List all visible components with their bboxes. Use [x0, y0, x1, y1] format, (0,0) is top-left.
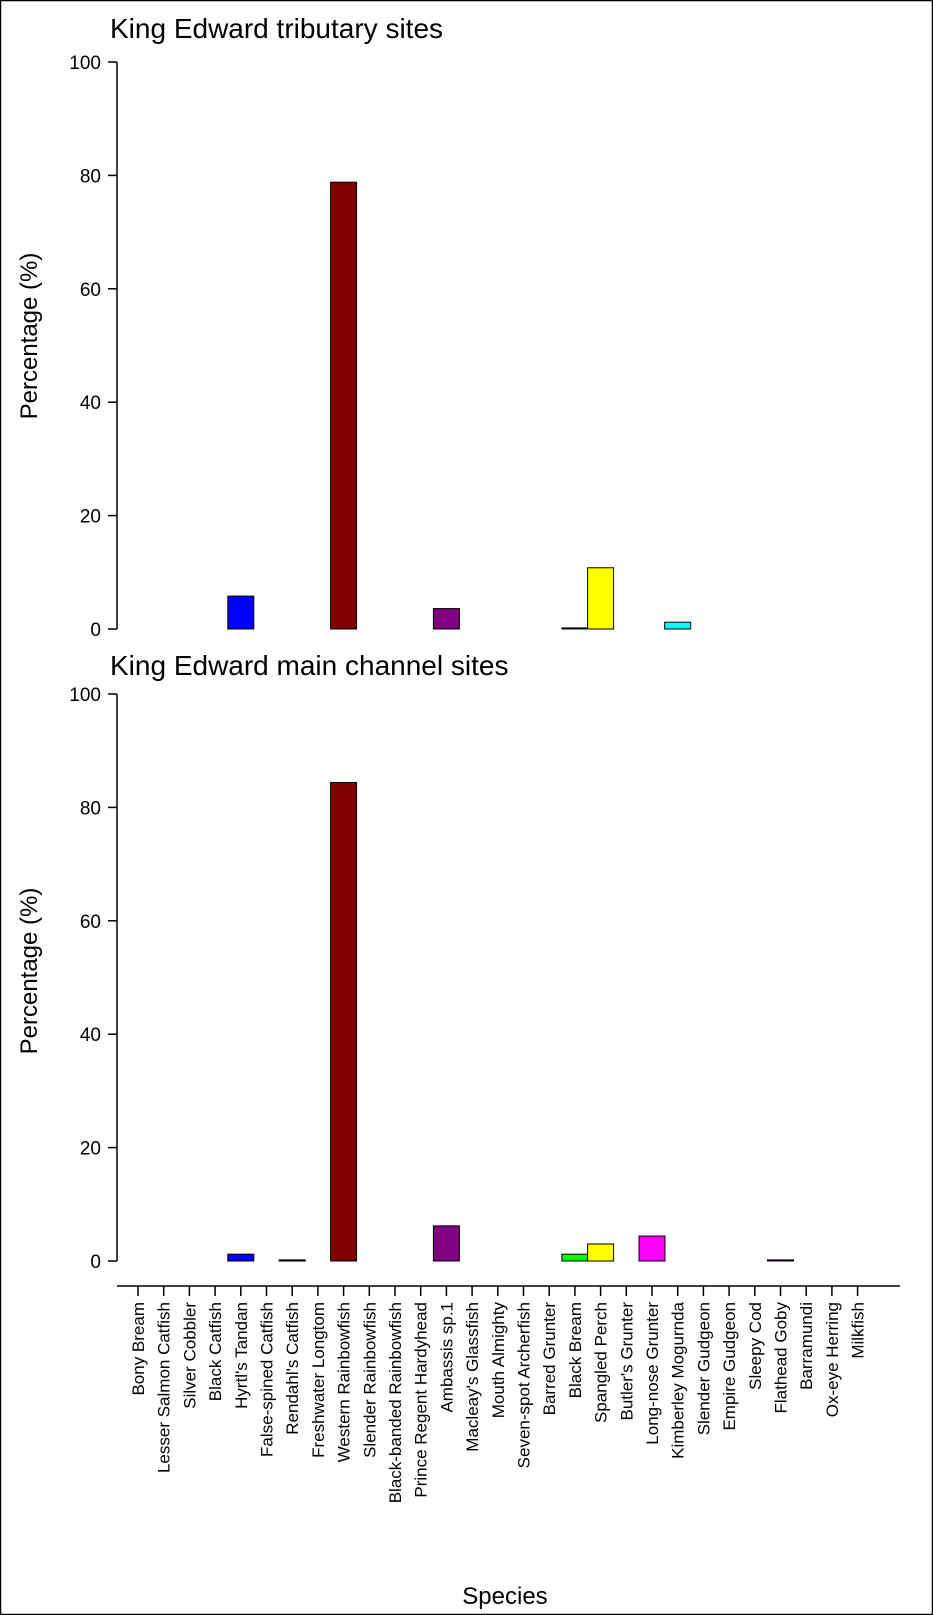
bar-spangled-perch [587, 1243, 615, 1262]
chart-title: King Edward tributary sites [110, 13, 443, 44]
y-ticks: 0 20 40 60 80 100 [69, 685, 117, 1273]
x-tick-label: Barramundi [797, 1302, 816, 1390]
x-tick-label: Silver Cobbler [180, 1302, 199, 1409]
y-axis-label: Percentage (%) [16, 253, 43, 420]
y-tick-label: 0 [90, 1252, 101, 1273]
x-tick-label: Rendahl's Catfish [283, 1302, 302, 1435]
y-tick-label: 0 [90, 620, 101, 641]
bar-flathead-goby [767, 1259, 794, 1262]
x-tick-label: Seven-spot Archerfish [515, 1302, 534, 1468]
x-tick-label: Black Bream [566, 1302, 585, 1398]
x-tick-label: Flathead Goby [772, 1302, 791, 1414]
x-tick-label: Ambassis sp.1 [437, 1302, 456, 1413]
x-ticks [137, 1286, 859, 1296]
y-tick-label: 100 [69, 53, 101, 74]
bar-western-rainbowfish [330, 181, 358, 630]
x-tick-label: Sleepy Cod [746, 1302, 765, 1390]
x-tick-label: Long-nose Grunter [643, 1302, 662, 1445]
bar-hyrtl-s-tandan [227, 1253, 255, 1262]
x-tick-label: Mouth Almighty [489, 1302, 508, 1419]
x-tick-label: Barred Grunter [540, 1302, 559, 1416]
x-tick-label: Kimberley Mogurnda [669, 1301, 688, 1458]
y-tick-label: 40 [80, 393, 101, 414]
bar-spangled-perch [587, 567, 615, 630]
y-tick-label: 40 [80, 1025, 101, 1046]
chart-panel-main-channel: King Edward main channel sites Percentag… [16, 650, 900, 1610]
y-tick-label: 60 [80, 280, 101, 301]
y-tick-label: 20 [80, 1139, 101, 1160]
x-tick-label: Prince Regent Hardyhead [412, 1302, 431, 1498]
x-tick-label: Black-banded Rainbowfish [386, 1302, 405, 1503]
x-tick-label: Freshwater Longtom [309, 1302, 328, 1458]
bar-black-bream [561, 1253, 589, 1262]
y-tick-label: 100 [69, 685, 101, 706]
bar-black-bream [561, 627, 589, 630]
y-axis-label: Percentage (%) [16, 888, 43, 1055]
y-tick-label: 20 [80, 507, 101, 528]
x-tick-label: Slender Gudgeon [694, 1302, 713, 1435]
bar-hyrtl-s-tandan [227, 595, 255, 630]
y-tick-label: 60 [80, 912, 101, 933]
x-tick-label: Spangled Perch [592, 1302, 611, 1423]
y-tick-label: 80 [80, 166, 101, 187]
x-axis-label: Species [462, 1583, 547, 1610]
bar-western-rainbowfish [330, 781, 358, 1262]
x-tick-label: Western Rainbowfish [335, 1302, 354, 1462]
bar-rendahl-s-catfish [278, 1259, 306, 1262]
x-tick-label: Ox-eye Herring [823, 1302, 842, 1417]
x-tick-label: Lesser Salmon Catfish [155, 1302, 174, 1473]
y-ticks: 0 20 40 60 80 100 [69, 53, 117, 641]
chart-title: King Edward main channel sites [110, 650, 508, 681]
chart-panel-tributary: King Edward tributary sites Percentage (… [16, 13, 692, 641]
y-tick-label: 80 [80, 798, 101, 819]
x-tick-label: Milkfish [849, 1302, 868, 1359]
x-tick-label: Bony Bream [129, 1302, 148, 1396]
x-tick-label: Hyrtl's Tandan [232, 1302, 251, 1409]
bar-ambassis-sp-1 [432, 1225, 460, 1262]
bar-kimberley-mogurnda [664, 621, 692, 630]
x-tick-label: False-spined Catfish [258, 1302, 277, 1457]
bars [227, 781, 794, 1262]
x-tick-labels: Bony Bream Lesser Salmon Catfish Silver Co… [129, 1301, 868, 1503]
bar-long-nose-grunter [638, 1235, 666, 1262]
bar-ambassis-sp-1 [432, 608, 460, 630]
bars [227, 181, 692, 630]
x-tick-label: Slender Rainbowfish [360, 1302, 379, 1458]
x-tick-label: Macleay's Glassfish [463, 1302, 482, 1452]
x-tick-label: Black Catfish [206, 1302, 225, 1401]
x-tick-label: Empire Gudgeon [720, 1302, 739, 1431]
x-tick-label: Butler's Grunter [617, 1302, 636, 1421]
